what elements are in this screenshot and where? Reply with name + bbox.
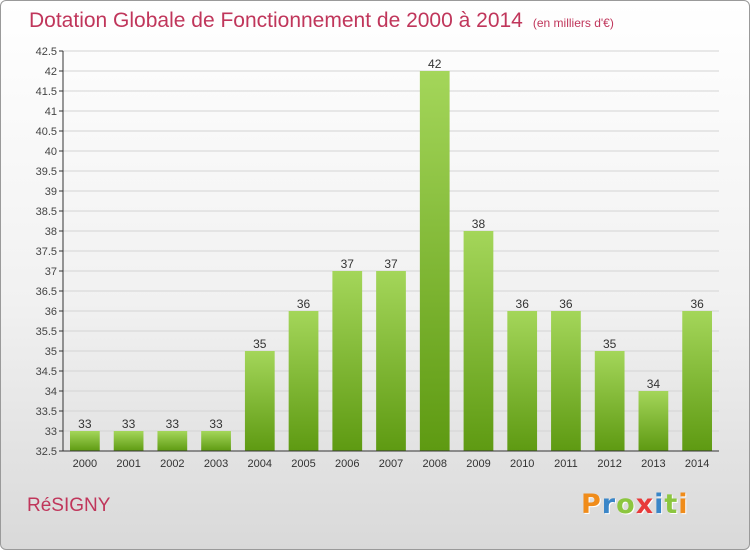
y-tick-label: 40 (45, 146, 57, 158)
bar-value-label: 33 (209, 417, 223, 431)
x-tick-label: 2010 (510, 458, 534, 470)
bar-value-label: 34 (647, 377, 661, 391)
bar-value-label: 35 (603, 337, 617, 351)
bar-2013 (638, 391, 669, 451)
x-tick-label: 2007 (379, 458, 403, 470)
x-tick-label: 2000 (73, 458, 97, 470)
y-tick-label: 41.5 (36, 86, 57, 98)
bar-2010 (507, 311, 538, 451)
logo-letter: x (635, 489, 655, 520)
y-tick-label: 32.5 (36, 446, 57, 458)
y-tick-label: 34 (45, 386, 57, 398)
bar-2011 (551, 311, 581, 451)
bar-value-label: 36 (559, 297, 573, 311)
axes: 32.5 33 33.5 34 34.5 35 35.5 36 36.5 37 37.5 38 38.5… (36, 46, 719, 470)
bar-value-label: 36 (690, 297, 704, 311)
bar-value-label: 37 (384, 257, 398, 271)
bar-value-label: 33 (122, 417, 136, 431)
logo-letter: i (678, 489, 689, 520)
y-tick-label: 39.5 (36, 166, 57, 178)
bar-2007 (376, 271, 406, 451)
y-tick-label: 40.5 (36, 126, 57, 138)
y-tick-label: 38.5 (36, 206, 57, 218)
x-tick-label: 2004 (248, 458, 272, 470)
bar-value-label: 35 (253, 337, 267, 351)
x-tick-label: 2009 (466, 458, 490, 470)
y-tick-label: 42.5 (36, 46, 57, 58)
commune-name: RéSIGNY (27, 495, 111, 516)
y-tick-label: 38 (45, 226, 57, 238)
bar-2009 (463, 231, 494, 451)
x-tick-label: 2011 (554, 458, 578, 470)
bar-value-label: 36 (516, 297, 530, 311)
x-tick-label: 2012 (597, 458, 621, 470)
logo-letter: t (664, 489, 679, 520)
chart-title: Dotation Globale de Fonctionnement de 20… (29, 9, 614, 33)
logo-letter: r (601, 489, 617, 520)
y-tick-label: 36.5 (36, 286, 57, 298)
x-tick-label: 2014 (685, 458, 709, 470)
bar-2004 (244, 351, 275, 451)
x-tick-label: 2005 (291, 458, 315, 470)
y-tick-label: 35 (45, 346, 57, 358)
bar-value-label: 42 (428, 57, 442, 71)
x-tick-label: 2008 (422, 458, 446, 470)
logo-letter: o (616, 489, 636, 520)
x-tick-label: 2002 (160, 458, 184, 470)
y-tick-label: 33.5 (36, 406, 57, 418)
y-tick-label: 37.5 (36, 246, 57, 258)
bar-2003 (201, 431, 231, 451)
y-tick-label: 39 (45, 186, 57, 198)
chart-title-text: Dotation Globale de Fonctionnement de 20… (29, 9, 523, 32)
bar-value-label: 33 (78, 417, 92, 431)
bar-2006 (332, 271, 363, 451)
bar-2001 (113, 431, 144, 451)
y-tick-label: 42 (45, 66, 57, 78)
y-tick-label: 37 (45, 266, 57, 278)
y-tick-label: 36 (45, 306, 57, 318)
proxiti-logo[interactable]: Proxiti (581, 489, 689, 520)
bar-2002 (157, 431, 188, 451)
bar-2005 (288, 311, 319, 451)
y-tick-label: 34.5 (36, 366, 57, 378)
chart-unit-label: (en milliers d'€) (532, 16, 614, 30)
bar-2012 (594, 351, 625, 451)
y-tick-label: 33 (45, 426, 57, 438)
y-tick-label: 35.5 (36, 326, 57, 338)
x-tick-label: 2006 (335, 458, 359, 470)
bar-value-label: 38 (472, 217, 486, 231)
x-tick-label: 2013 (641, 458, 665, 470)
bar-2000 (69, 431, 100, 451)
bar-2008 (419, 71, 450, 451)
x-tick-label: 2003 (204, 458, 228, 470)
bar-value-label: 36 (297, 297, 311, 311)
bar-value-label: 33 (166, 417, 180, 431)
x-tick-label: 2001 (116, 458, 140, 470)
bar-value-label: 37 (341, 257, 355, 271)
logo-letter: P (581, 489, 602, 520)
y-tick-label: 41 (45, 106, 57, 118)
bars: 33 33 33 33 35 36 37 37 42 38 36 36 35 34 36 (69, 57, 713, 451)
bar-2014 (682, 311, 713, 451)
logo-letter: i (654, 489, 665, 520)
